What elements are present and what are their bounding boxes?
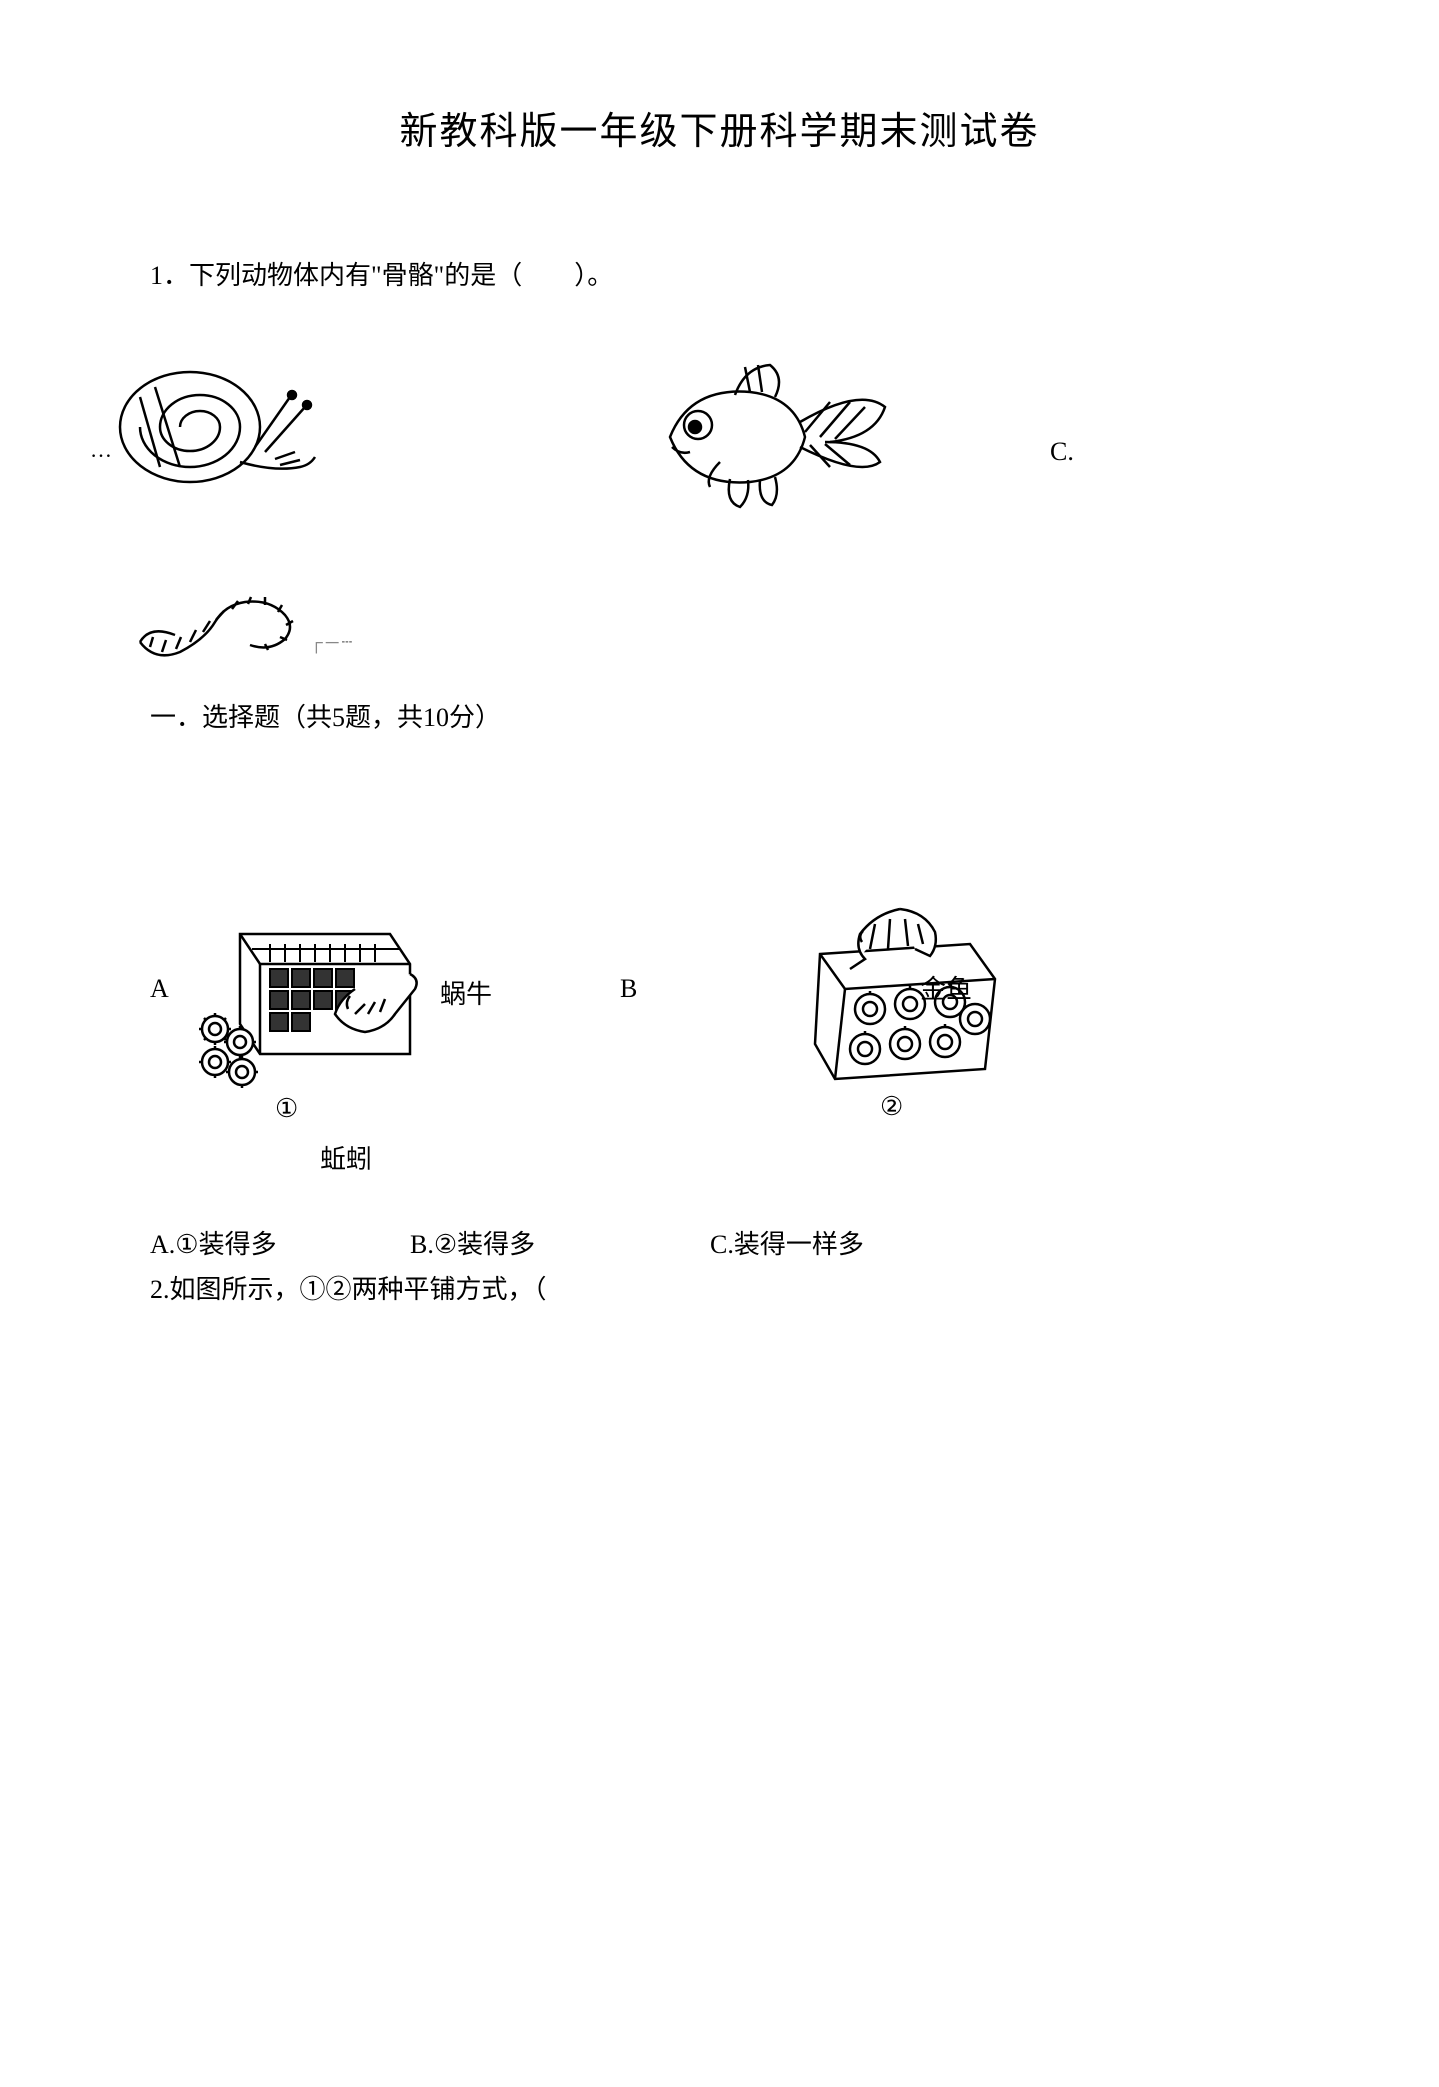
question-1-text: 1．下列动物体内有"骨骼"的是（ ）。 — [150, 255, 1289, 297]
box-1-figure — [190, 914, 430, 1094]
worm-dots: ┌─┄ — [310, 632, 355, 653]
question-2-text: 2.如图所示，①②两种平铺方式，（ — [150, 1269, 1289, 1306]
worm-figure-container: ┌─┄ — [150, 567, 1289, 687]
question-1-images: … — [150, 347, 1289, 537]
circle-1-label: ① — [275, 1094, 298, 1124]
worm-figure — [120, 567, 320, 677]
answer-options: A.①装得多 B.②装得多 C.装得一样多 — [150, 1224, 1289, 1264]
option-b-marker: B — [620, 974, 637, 1004]
option-a-marker: A — [150, 974, 169, 1004]
option-c-label: C. — [1050, 437, 1074, 467]
goldfish-label: 金鱼 — [920, 969, 972, 1006]
snail-figure — [100, 347, 340, 517]
answer-b: B.②装得多 — [410, 1224, 535, 1261]
question-2-images: A — [150, 914, 1289, 1144]
circle-2-label: ② — [880, 1092, 903, 1122]
page-title: 新教科版一年级下册科学期末测试卷 — [150, 100, 1289, 155]
section-1-header: 一．选择题（共5题，共10分） — [150, 697, 1289, 734]
snail-label: 蜗牛 — [440, 974, 492, 1011]
fish-figure — [630, 347, 900, 527]
answer-c: C.装得一样多 — [710, 1224, 864, 1261]
answer-a: A.①装得多 — [150, 1224, 277, 1261]
earthworm-label: 蚯蚓 — [320, 1139, 372, 1176]
box-2-figure — [760, 894, 1020, 1104]
